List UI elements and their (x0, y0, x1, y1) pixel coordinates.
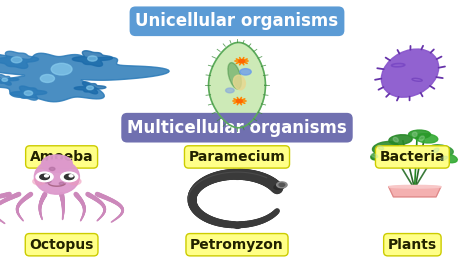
Ellipse shape (419, 136, 424, 141)
Text: Petromyzon: Petromyzon (190, 238, 284, 252)
Circle shape (44, 179, 51, 183)
Polygon shape (0, 51, 38, 68)
Circle shape (36, 172, 53, 182)
Circle shape (239, 60, 245, 63)
Circle shape (64, 174, 74, 180)
Polygon shape (74, 82, 106, 94)
Circle shape (40, 74, 55, 82)
Polygon shape (389, 187, 441, 197)
Ellipse shape (233, 75, 246, 90)
Ellipse shape (415, 134, 438, 143)
Ellipse shape (228, 63, 241, 89)
Ellipse shape (274, 184, 285, 189)
Ellipse shape (373, 142, 398, 154)
Circle shape (33, 178, 45, 185)
Ellipse shape (441, 156, 447, 160)
Circle shape (40, 174, 49, 180)
Circle shape (59, 182, 64, 185)
Circle shape (69, 175, 73, 177)
Ellipse shape (34, 160, 80, 194)
Circle shape (87, 86, 93, 90)
Ellipse shape (371, 151, 388, 160)
Ellipse shape (428, 145, 453, 156)
Polygon shape (0, 52, 169, 102)
Ellipse shape (41, 155, 72, 172)
Circle shape (49, 167, 55, 171)
Ellipse shape (389, 135, 412, 145)
Polygon shape (73, 51, 113, 66)
Ellipse shape (433, 148, 439, 152)
Ellipse shape (393, 137, 398, 142)
Text: Multicellular organisms: Multicellular organisms (127, 119, 347, 137)
Circle shape (69, 178, 81, 185)
Text: Amoeba: Amoeba (30, 150, 93, 164)
Ellipse shape (378, 146, 383, 150)
Circle shape (45, 175, 48, 177)
Ellipse shape (389, 185, 441, 188)
Circle shape (61, 172, 78, 182)
Ellipse shape (371, 153, 378, 158)
Circle shape (88, 56, 97, 61)
Circle shape (2, 78, 8, 81)
Text: Plants: Plants (388, 238, 437, 252)
Circle shape (11, 57, 22, 63)
Circle shape (226, 88, 234, 93)
Polygon shape (10, 86, 47, 100)
Circle shape (237, 99, 242, 103)
Polygon shape (209, 43, 265, 128)
Circle shape (277, 182, 287, 188)
Ellipse shape (382, 49, 438, 97)
Circle shape (240, 69, 251, 75)
Text: Bacteria: Bacteria (380, 150, 445, 164)
Circle shape (279, 183, 285, 186)
Circle shape (65, 172, 72, 176)
Ellipse shape (440, 154, 457, 163)
Polygon shape (0, 74, 19, 85)
Ellipse shape (412, 132, 417, 137)
Text: Unicellular organisms: Unicellular organisms (136, 12, 338, 30)
Circle shape (51, 63, 72, 75)
Ellipse shape (409, 130, 430, 139)
Text: Octopus: Octopus (29, 238, 94, 252)
Text: Paramecium: Paramecium (189, 150, 285, 164)
Circle shape (24, 91, 33, 95)
